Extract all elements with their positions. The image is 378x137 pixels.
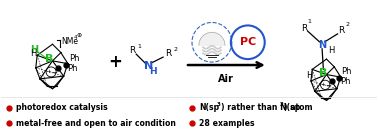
Text: ) atom: ) atom — [284, 103, 312, 112]
Text: 1: 1 — [137, 44, 141, 49]
Text: metal-free and open to air condition: metal-free and open to air condition — [15, 119, 175, 128]
Text: 2: 2 — [279, 102, 283, 107]
Text: 28 examples: 28 examples — [199, 119, 255, 128]
Text: R: R — [301, 24, 307, 33]
Text: H: H — [328, 46, 335, 55]
Polygon shape — [199, 32, 225, 45]
Text: +: + — [321, 82, 325, 87]
Text: R: R — [338, 26, 345, 35]
Text: PC: PC — [240, 37, 256, 47]
Text: B: B — [319, 68, 328, 78]
Text: N(sp: N(sp — [199, 103, 219, 112]
Text: −: − — [325, 83, 331, 89]
Text: Ph: Ph — [69, 54, 79, 63]
Text: +: + — [46, 69, 51, 75]
Text: N: N — [144, 61, 153, 71]
Text: ) rather than N(sp: ) rather than N(sp — [222, 103, 301, 112]
Text: H: H — [30, 49, 36, 58]
Text: N: N — [318, 40, 326, 50]
Text: −: − — [51, 70, 57, 76]
Text: Ph: Ph — [67, 64, 78, 73]
Text: H: H — [149, 67, 157, 76]
Text: Ph: Ph — [341, 67, 352, 76]
Text: B: B — [45, 55, 53, 65]
Text: NMe: NMe — [62, 37, 79, 46]
Text: 3: 3 — [217, 102, 221, 107]
Text: 1: 1 — [308, 19, 311, 24]
Text: 2: 2 — [345, 22, 349, 27]
Text: Ph: Ph — [340, 77, 350, 86]
Text: H: H — [30, 45, 38, 55]
Text: ⊕: ⊕ — [77, 33, 82, 38]
Text: +: + — [108, 53, 122, 71]
Text: R: R — [129, 46, 135, 55]
Text: Air: Air — [218, 74, 234, 84]
Text: H: H — [306, 71, 312, 80]
Text: 4: 4 — [74, 35, 77, 40]
Text: photoredox catalysis: photoredox catalysis — [15, 103, 107, 112]
Text: R: R — [165, 49, 171, 58]
Text: 2: 2 — [173, 47, 177, 52]
